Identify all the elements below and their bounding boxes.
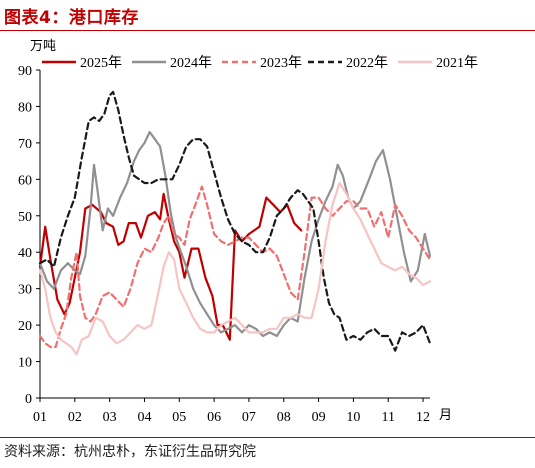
y-tick-label: 90: [18, 64, 32, 79]
x-tick-label: 07: [242, 410, 256, 425]
series-line-3: [38, 185, 432, 349]
legend-label: 2021年: [436, 55, 478, 71]
x-tick-label: 04: [137, 410, 151, 425]
legend-label: 2025年: [80, 55, 122, 71]
legend-label: 2022年: [346, 55, 388, 71]
y-tick-label: 50: [18, 210, 32, 225]
x-tick-label: 12: [416, 410, 430, 425]
x-tick-label: 09: [312, 410, 326, 425]
y-tick-label: 70: [18, 137, 32, 152]
x-tick-label: 10: [346, 410, 360, 425]
source-divider: [0, 437, 535, 438]
x-tick-label: 02: [68, 410, 82, 425]
line-chart: 2025年 2024年 2023年 2022年 2021年 01020304050607…: [18, 38, 478, 425]
y-unit-label: 万吨: [30, 38, 56, 53]
y-tick-label: 20: [18, 319, 32, 334]
y-tick-label: 0: [25, 392, 32, 407]
legend-label: 2023年: [260, 55, 302, 71]
x-unit-label: 月: [439, 407, 452, 422]
y-tick-label: 60: [18, 173, 32, 188]
x-tick-label: 11: [381, 410, 394, 425]
series-line-2: [38, 130, 432, 338]
x-tick-label: 06: [207, 410, 221, 425]
series-line-1: [38, 192, 303, 341]
x-tick-label: 05: [172, 410, 186, 425]
title-divider: [0, 30, 535, 31]
y-tick-label: 30: [18, 283, 32, 298]
chart-axes: 0 10 20 30 40 50 60 70 80 90 万吨 01 02 03 04 05 06 07 08 09 1…: [18, 38, 452, 425]
chart-legend: 2025年 2024年 2023年 2022年 2021年: [42, 55, 478, 71]
series-line-5: [38, 181, 432, 356]
source-note: 资料来源：杭州忠朴，东证衍生品研究院: [4, 444, 256, 460]
series-line-4: [38, 90, 432, 352]
chart-series: [38, 90, 432, 356]
x-tick-label: 08: [277, 410, 291, 425]
legend-label: 2024年: [170, 55, 212, 71]
page-title: 图表4：港口库存: [4, 8, 139, 28]
x-tick-label: 01: [33, 410, 47, 425]
x-tick-label: 03: [103, 410, 117, 425]
y-tick-label: 40: [18, 246, 32, 261]
y-tick-label: 80: [18, 100, 32, 115]
y-tick-label: 10: [18, 356, 32, 371]
